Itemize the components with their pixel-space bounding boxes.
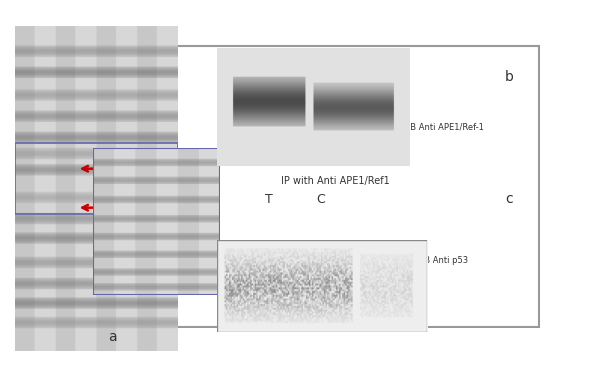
Text: T: T — [265, 193, 273, 206]
Text: C: C — [316, 193, 324, 206]
Text: c: c — [505, 192, 513, 206]
Text: WB Anti APE1/Ref-1: WB Anti APE1/Ref-1 — [402, 122, 484, 131]
Text: T: T — [267, 68, 275, 82]
Text: C: C — [320, 68, 329, 82]
Bar — [15, 143, 178, 214]
Text: a: a — [108, 330, 117, 344]
Text: b: b — [504, 70, 514, 84]
Text: IP with Anti APE1/Ref1: IP with Anti APE1/Ref1 — [281, 176, 389, 186]
Text: WB Anti p53: WB Anti p53 — [416, 256, 468, 265]
